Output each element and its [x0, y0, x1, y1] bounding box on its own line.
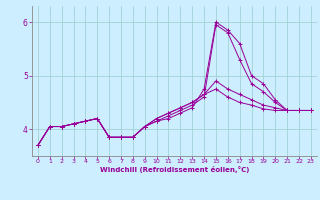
X-axis label: Windchill (Refroidissement éolien,°C): Windchill (Refroidissement éolien,°C) — [100, 166, 249, 173]
